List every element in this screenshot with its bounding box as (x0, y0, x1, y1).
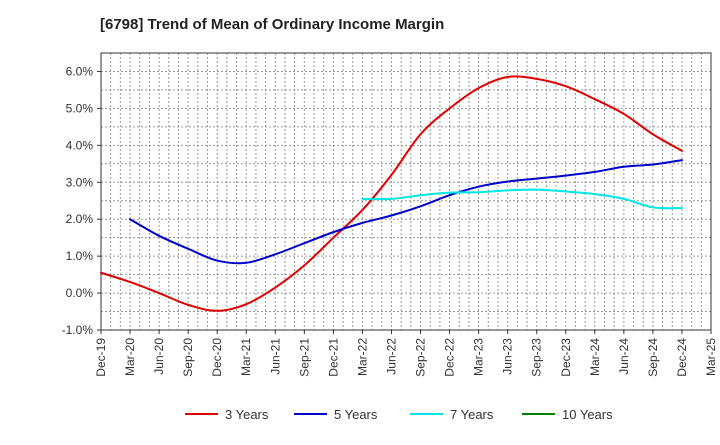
x-tick-label: Jun-20 (152, 338, 166, 375)
x-tick-label: Mar-24 (588, 338, 602, 376)
legend-label: 7 Years (450, 407, 494, 422)
series-line-3-years (100, 75, 683, 312)
x-tick-label: Dec-23 (559, 338, 573, 377)
x-tick-label: Dec-24 (675, 338, 689, 377)
y-tick-label: 5.0% (66, 101, 94, 115)
y-tick-label: 3.0% (66, 175, 94, 189)
chart-title: [6798] Trend of Mean of Ordinary Income … (100, 16, 445, 33)
x-tick-label: Sep-22 (414, 338, 428, 377)
x-tick-label: Sep-21 (297, 338, 311, 377)
x-tick-label: Jun-21 (268, 338, 282, 375)
x-tick-label: Sep-20 (181, 338, 195, 377)
y-tick-label: 6.0% (66, 64, 94, 78)
y-tick-label: -1.0% (62, 323, 94, 337)
x-tick-label: Dec-21 (326, 338, 340, 377)
legend-label: 3 Years (225, 407, 269, 422)
grid (100, 52, 712, 331)
x-tick-label: Mar-25 (704, 338, 718, 376)
series-line-5-years (129, 159, 683, 265)
y-tick-label: 4.0% (66, 138, 94, 152)
legend-label: 10 Years (562, 407, 613, 422)
y-tick-label: 2.0% (66, 212, 94, 226)
x-tick-label: Jun-22 (384, 338, 398, 375)
x-tick-label: Sep-24 (646, 338, 660, 377)
legend-label: 5 Years (334, 407, 378, 422)
x-tick-label: Jun-23 (501, 338, 515, 375)
series-lines (100, 75, 683, 312)
x-tick-label: Mar-22 (355, 338, 369, 376)
legend: 3 Years 5 Years 7 Years 10 Years (185, 407, 613, 422)
x-tick-label: Mar-21 (239, 338, 253, 376)
x-tick-label: Sep-23 (530, 338, 544, 377)
series-line-7-years (361, 188, 683, 210)
y-tick-label: 0.0% (66, 286, 94, 300)
x-tick-label: Mar-20 (123, 338, 137, 376)
x-tick-label: Dec-22 (443, 338, 457, 377)
y-tick-label: 1.0% (66, 249, 94, 263)
x-tick-label: Mar-23 (472, 338, 486, 376)
plot-area (101, 53, 711, 330)
x-tick-label: Dec-20 (210, 338, 224, 377)
x-tick-label: Dec-19 (94, 338, 108, 377)
plot-border (100, 52, 712, 331)
axes: -1.0% 0.0% 1.0% 2.0% 3.0% 4.0% 5.0% 6.0% Dec-19 M… (62, 52, 718, 377)
x-tick-label: Jun-24 (617, 338, 631, 375)
